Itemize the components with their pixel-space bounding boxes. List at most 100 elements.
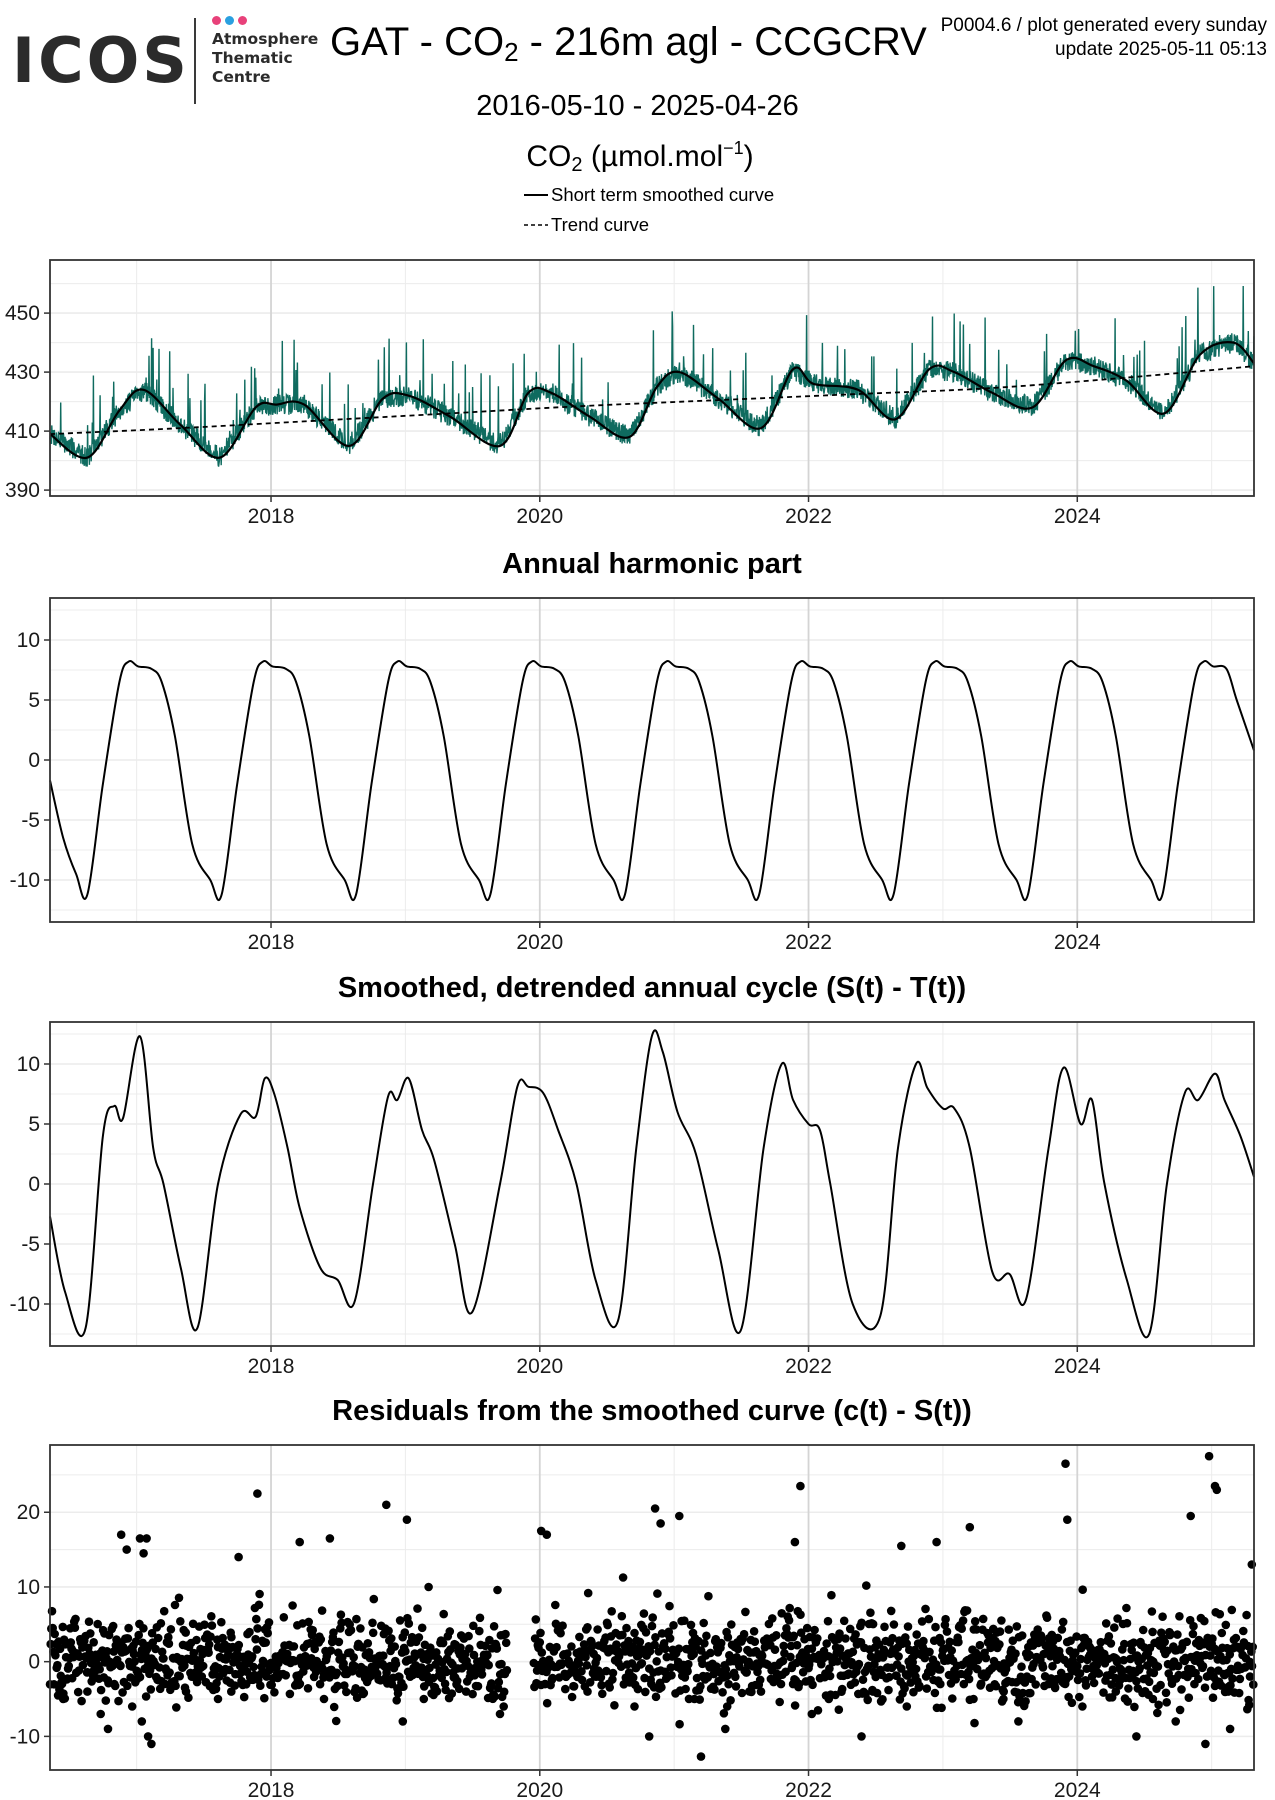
residual-point bbox=[384, 1626, 393, 1636]
residual-point bbox=[157, 1647, 167, 1657]
plot-meta: P0004.6 / plot generated every sunday up… bbox=[941, 14, 1267, 62]
residual-point bbox=[585, 1678, 595, 1687]
residual-point bbox=[304, 1617, 314, 1627]
residual-point bbox=[721, 1724, 730, 1734]
residual-point bbox=[976, 1679, 986, 1688]
residual-point bbox=[542, 1698, 552, 1708]
residual-point bbox=[204, 1640, 214, 1649]
residual-point bbox=[1089, 1678, 1099, 1688]
residual-point bbox=[796, 1481, 805, 1491]
residual-point bbox=[1228, 1674, 1237, 1683]
residual-point bbox=[651, 1633, 660, 1642]
residual-point bbox=[239, 1692, 249, 1702]
y-tick-label: -10 bbox=[10, 1725, 40, 1748]
residual-point bbox=[825, 1664, 834, 1673]
residual-point bbox=[970, 1718, 979, 1728]
residual-point bbox=[1120, 1639, 1129, 1649]
residual-point bbox=[1042, 1613, 1052, 1622]
residual-point bbox=[1081, 1681, 1091, 1690]
residual-point bbox=[1029, 1659, 1038, 1669]
residual-point bbox=[978, 1614, 988, 1624]
residual-point bbox=[906, 1678, 915, 1687]
residual-point bbox=[884, 1672, 894, 1682]
x-tick-label: 2018 bbox=[248, 1779, 295, 1800]
residual-point bbox=[790, 1537, 800, 1547]
residual-point bbox=[414, 1633, 424, 1642]
residual-point bbox=[180, 1661, 189, 1670]
curve-line-detrended bbox=[49, 1029, 1255, 1339]
residual-point bbox=[281, 1671, 291, 1680]
residual-point bbox=[139, 1624, 148, 1633]
residual-point bbox=[114, 1696, 123, 1706]
residual-point bbox=[825, 1671, 835, 1681]
y-tick-label: 10 bbox=[17, 1053, 40, 1076]
residual-point bbox=[652, 1657, 661, 1666]
logo-dot-blue bbox=[225, 16, 234, 25]
residual-point bbox=[118, 1688, 127, 1697]
residual-point bbox=[1247, 1661, 1257, 1671]
residual-point bbox=[637, 1659, 647, 1668]
residual-point bbox=[776, 1679, 786, 1689]
residual-point bbox=[1242, 1610, 1251, 1620]
title-prefix: GAT - CO bbox=[330, 20, 505, 64]
residual-point bbox=[750, 1637, 760, 1646]
residual-point bbox=[535, 1638, 545, 1647]
residual-point bbox=[159, 1606, 169, 1616]
residual-point bbox=[254, 1600, 264, 1610]
residual-point bbox=[135, 1672, 145, 1682]
residual-point bbox=[936, 1679, 945, 1689]
residual-point bbox=[854, 1659, 864, 1669]
residual-point bbox=[1061, 1459, 1070, 1468]
residual-point bbox=[723, 1671, 732, 1681]
residual-point bbox=[548, 1673, 557, 1683]
residual-point bbox=[1144, 1677, 1154, 1687]
residual-point bbox=[1162, 1698, 1171, 1707]
residual-point bbox=[574, 1659, 584, 1668]
residual-point bbox=[71, 1614, 80, 1624]
chart-panel-co2: 390 410 430 450 2018 2020 2022 2024 bbox=[5, 259, 1255, 528]
residual-point bbox=[1190, 1679, 1199, 1689]
residual-point bbox=[1063, 1515, 1072, 1524]
residual-point bbox=[858, 1675, 868, 1684]
residual-point bbox=[332, 1668, 342, 1678]
x-tick-label: 2022 bbox=[785, 1779, 832, 1800]
residual-point bbox=[442, 1667, 451, 1677]
residual-point bbox=[483, 1651, 492, 1660]
residual-point bbox=[1171, 1717, 1180, 1726]
residual-point bbox=[596, 1673, 606, 1682]
residual-point bbox=[1014, 1717, 1023, 1726]
residual-point bbox=[583, 1687, 592, 1696]
residual-point bbox=[402, 1515, 412, 1524]
residual-point bbox=[368, 1628, 378, 1638]
residual-point bbox=[1124, 1684, 1133, 1693]
residual-point bbox=[1184, 1693, 1194, 1702]
residual-point bbox=[392, 1696, 402, 1705]
residual-point bbox=[1223, 1687, 1233, 1696]
residual-point bbox=[635, 1637, 645, 1647]
residual-point bbox=[317, 1606, 327, 1615]
residual-point bbox=[1018, 1688, 1028, 1698]
residual-point bbox=[727, 1620, 736, 1629]
residual-point bbox=[387, 1634, 396, 1643]
residual-point bbox=[352, 1614, 361, 1624]
residual-point bbox=[234, 1552, 243, 1562]
residual-point bbox=[651, 1692, 661, 1702]
x-tick-label: 2024 bbox=[1054, 1355, 1101, 1378]
residual-point bbox=[608, 1675, 617, 1684]
residual-point bbox=[757, 1651, 767, 1661]
logo-subtitle: Atmosphere Thematic Centre bbox=[212, 30, 319, 86]
residual-point bbox=[837, 1684, 847, 1694]
residual-point bbox=[880, 1622, 889, 1632]
residual-point bbox=[921, 1604, 930, 1614]
residual-point bbox=[884, 1685, 893, 1695]
residual-point bbox=[641, 1687, 650, 1697]
residual-point bbox=[702, 1631, 711, 1641]
residual-point bbox=[49, 1680, 59, 1689]
residual-point bbox=[641, 1628, 651, 1637]
residual-point bbox=[176, 1617, 185, 1626]
residual-point bbox=[647, 1621, 657, 1631]
residual-point bbox=[552, 1642, 561, 1652]
residual-point bbox=[731, 1682, 741, 1691]
residual-point bbox=[174, 1593, 184, 1603]
